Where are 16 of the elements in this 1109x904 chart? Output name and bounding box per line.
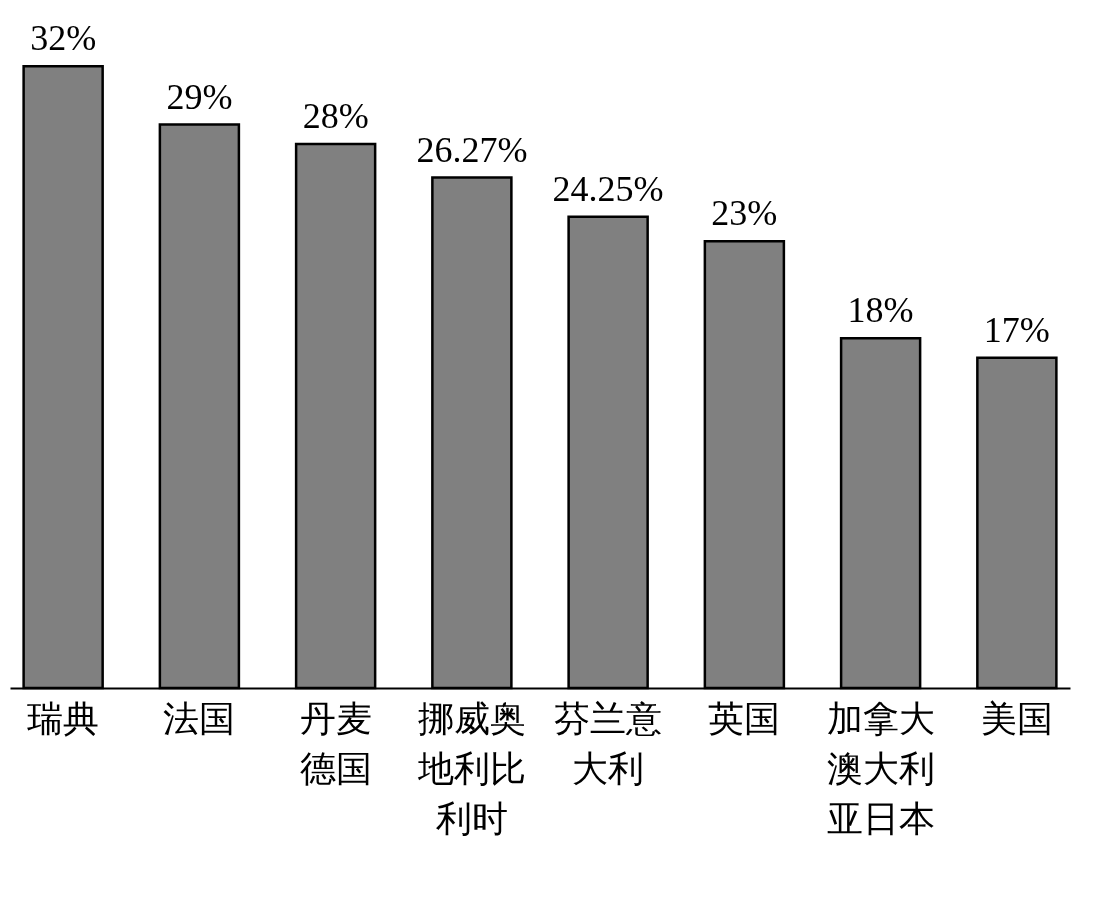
x-tick-label: 丹麦德国	[299, 697, 372, 789]
data-label: 23%	[711, 193, 778, 234]
data-label: 17%	[983, 309, 1050, 350]
x-tick-label: 瑞典	[27, 697, 100, 739]
data-label: 26.27%	[416, 129, 528, 170]
data-label: 29%	[166, 76, 233, 117]
data-label: 24.25%	[552, 168, 664, 209]
x-tick-label: 法国	[163, 697, 236, 739]
x-tick-label: 英国	[708, 697, 781, 739]
x-tick-label: 挪威奥地利比利时	[416, 697, 526, 839]
x-tick-label: 加拿大澳大利亚日本	[826, 697, 935, 839]
data-label: 28%	[302, 96, 369, 136]
data-label: 18%	[847, 290, 914, 331]
x-tick-label: 芬兰意大利	[554, 697, 663, 789]
x-tick-label: 美国	[980, 697, 1053, 739]
data-label: 32%	[30, 18, 97, 59]
